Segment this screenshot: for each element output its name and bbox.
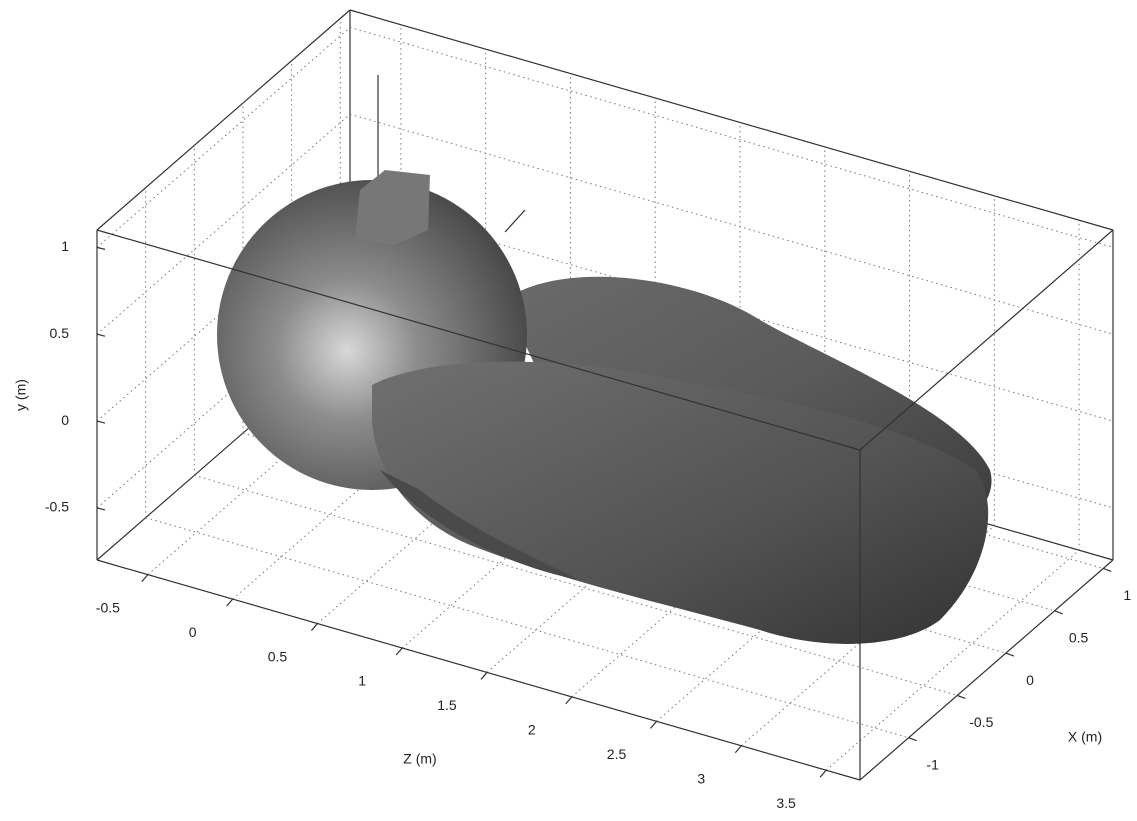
z-tick [566, 697, 572, 704]
x-tick [957, 695, 965, 698]
y-tick [97, 421, 105, 423]
x-tick-label: 0.5 [1069, 629, 1089, 645]
z-tick [396, 648, 402, 655]
z-tick [735, 746, 741, 753]
z-tick [142, 575, 148, 582]
z-tick [820, 770, 826, 777]
y-tick [97, 334, 105, 336]
x-tick [1055, 611, 1063, 614]
z-tick-label: 1.5 [437, 697, 457, 713]
y-axis-label: y (m) [13, 379, 29, 411]
chart: -0.5 0 0.5 1 -0.5 0 0.5 1 1.5 2 2.5 3 3.5 -1 -0.5 0 0.5 1… [0, 0, 1137, 821]
z-tick-label: -0.5 [96, 599, 120, 615]
z-tick [651, 721, 657, 728]
y-tick-label: 0.5 [50, 325, 70, 341]
z-tick-label: 0 [189, 624, 197, 640]
y-tick [97, 508, 105, 510]
x-tick-label: -1 [926, 756, 939, 772]
z-tick-label: 3.5 [776, 795, 796, 811]
box-edge [860, 230, 1113, 450]
x-tick [1103, 568, 1111, 571]
z-tick [481, 672, 487, 679]
x-axis-label: X (m) [1068, 729, 1102, 745]
x-tick [1006, 653, 1014, 656]
z-tick [311, 624, 317, 631]
x-tick-label: 1 [1123, 587, 1131, 603]
surface [217, 75, 992, 644]
x-tick-label: -0.5 [969, 714, 993, 730]
x-tick-label: 0 [1026, 672, 1034, 688]
z-axis-label: Z (m) [403, 751, 436, 767]
y-tick-label: -0.5 [45, 499, 69, 515]
y-tick-label: 0 [61, 412, 69, 428]
box-edge [350, 10, 1113, 230]
z-tick-label: 2 [528, 722, 536, 738]
z-tick-label: 2.5 [607, 746, 627, 762]
y-tick-label: 1 [61, 238, 69, 254]
z-tick-label: 1 [358, 673, 366, 689]
z-tick-label: 0.5 [268, 648, 288, 664]
z-tick [227, 599, 233, 606]
probe-line [505, 210, 525, 232]
x-tick [909, 738, 917, 741]
y-tick [97, 247, 105, 249]
z-tick-label: 3 [697, 770, 705, 786]
